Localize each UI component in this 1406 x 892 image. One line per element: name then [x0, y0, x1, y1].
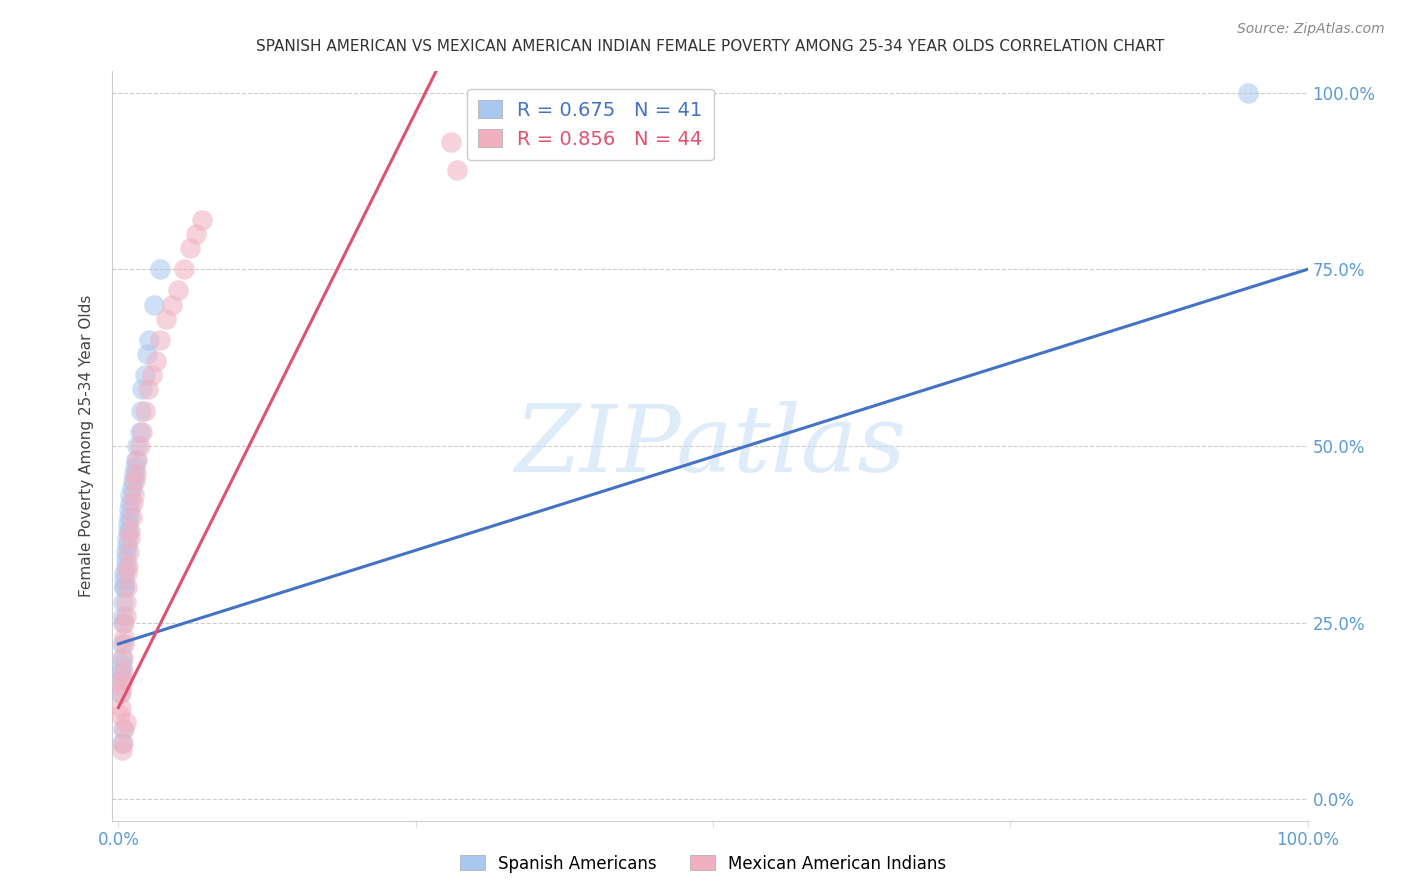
Point	[117, 524, 139, 538]
Point	[141, 368, 163, 383]
Point	[112, 580, 135, 594]
Point	[129, 403, 152, 417]
Point	[145, 354, 167, 368]
Point	[118, 502, 141, 516]
Title: SPANISH AMERICAN VS MEXICAN AMERICAN INDIAN FEMALE POVERTY AMONG 25-34 YEAR OLDS: SPANISH AMERICAN VS MEXICAN AMERICAN IND…	[256, 38, 1164, 54]
Point	[112, 566, 135, 581]
Point	[440, 135, 463, 149]
Point	[114, 552, 136, 566]
Point	[114, 608, 136, 623]
Point	[167, 284, 190, 298]
Point	[122, 467, 145, 482]
Text: ZIPatlas: ZIPatlas	[515, 401, 905, 491]
Point	[127, 453, 149, 467]
Legend: Spanish Americans, Mexican American Indians: Spanish Americans, Mexican American Indi…	[453, 848, 953, 880]
Text: Source: ZipAtlas.com: Source: ZipAtlas.com	[1237, 22, 1385, 37]
Point	[134, 368, 156, 383]
Point	[112, 574, 135, 588]
Point	[121, 482, 143, 496]
Point	[131, 425, 153, 439]
Point	[121, 509, 143, 524]
Point	[125, 467, 148, 482]
Point	[112, 651, 135, 665]
Point	[115, 580, 138, 594]
Point	[120, 531, 142, 545]
Point	[446, 163, 468, 178]
Point	[111, 637, 134, 651]
Point	[124, 460, 146, 475]
Point	[1237, 86, 1260, 100]
Point	[120, 495, 142, 509]
Point	[114, 545, 136, 559]
Point	[120, 488, 142, 502]
Point	[112, 722, 135, 736]
Point	[112, 594, 135, 608]
Point	[111, 743, 134, 757]
Point	[112, 580, 135, 594]
Point	[138, 333, 160, 347]
Point	[111, 679, 134, 693]
Point	[112, 736, 135, 750]
Point	[115, 538, 138, 552]
Point	[111, 658, 134, 673]
Point	[149, 262, 172, 277]
Point	[115, 531, 138, 545]
Point	[117, 559, 139, 574]
Point	[110, 686, 132, 700]
Point	[114, 594, 136, 608]
Point	[117, 516, 139, 531]
Point	[136, 383, 159, 397]
Legend: R = 0.675   N = 41, R = 0.856   N = 44: R = 0.675 N = 41, R = 0.856 N = 44	[467, 88, 714, 161]
Point	[112, 615, 135, 630]
Point	[127, 439, 149, 453]
Point	[114, 714, 136, 729]
Point	[112, 630, 135, 644]
Point	[114, 559, 136, 574]
Point	[122, 488, 145, 502]
Point	[120, 524, 142, 538]
Point	[131, 383, 153, 397]
Point	[128, 439, 150, 453]
Point	[112, 637, 135, 651]
Point	[128, 425, 150, 439]
Point	[160, 298, 183, 312]
Point	[111, 673, 134, 687]
Point	[112, 722, 135, 736]
Point	[134, 403, 156, 417]
Point	[121, 475, 143, 489]
Point	[108, 686, 131, 700]
Point	[112, 615, 135, 630]
Point	[124, 475, 146, 489]
Point	[143, 298, 166, 312]
Point	[136, 347, 159, 361]
Point	[110, 700, 132, 714]
Point	[121, 495, 143, 509]
Point	[149, 333, 172, 347]
Point	[179, 241, 201, 255]
Y-axis label: Female Poverty Among 25-34 Year Olds: Female Poverty Among 25-34 Year Olds	[79, 295, 94, 597]
Point	[112, 665, 135, 680]
Point	[115, 566, 138, 581]
Point	[112, 608, 135, 623]
Point	[111, 736, 134, 750]
Point	[110, 673, 132, 687]
Point	[110, 665, 132, 680]
Point	[118, 509, 141, 524]
Point	[111, 651, 134, 665]
Point	[125, 453, 148, 467]
Point	[118, 545, 141, 559]
Point	[155, 311, 177, 326]
Point	[173, 262, 195, 277]
Point	[190, 212, 212, 227]
Point	[184, 227, 207, 241]
Point	[108, 707, 131, 722]
